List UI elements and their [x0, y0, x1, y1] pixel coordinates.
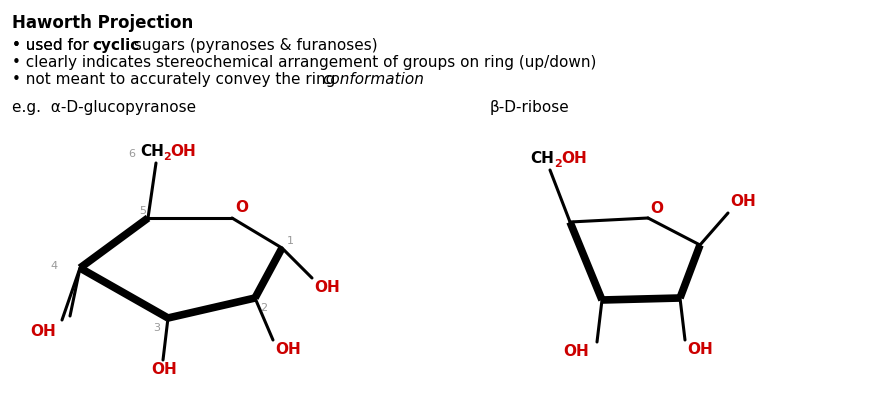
Text: O: O	[649, 201, 662, 216]
Text: OH: OH	[729, 194, 755, 209]
Text: e.g.  α-D-glucopyranose: e.g. α-D-glucopyranose	[12, 100, 196, 115]
Text: CH: CH	[529, 151, 554, 166]
Text: OH: OH	[314, 280, 340, 295]
Text: OH: OH	[30, 324, 56, 339]
Text: 2: 2	[260, 303, 267, 313]
Text: OH: OH	[151, 362, 176, 377]
Text: 2: 2	[554, 159, 561, 169]
Text: 2: 2	[163, 152, 170, 162]
Text: • used for: • used for	[12, 38, 93, 53]
Text: CH: CH	[140, 144, 163, 159]
Text: O: O	[235, 200, 248, 215]
Text: β-D-ribose: β-D-ribose	[489, 100, 569, 115]
Text: 6: 6	[128, 149, 135, 159]
Text: sugars (pyranoses & furanoses): sugars (pyranoses & furanoses)	[129, 38, 377, 53]
Text: 5: 5	[139, 206, 146, 216]
Text: 1: 1	[287, 236, 294, 246]
Text: • not meant to accurately convey the ring: • not meant to accurately convey the rin…	[12, 72, 340, 87]
Text: OH: OH	[275, 342, 301, 357]
Text: 4: 4	[50, 261, 58, 271]
Text: OH: OH	[687, 342, 712, 357]
Text: • clearly indicates stereochemical arrangement of groups on ring (up/down): • clearly indicates stereochemical arran…	[12, 55, 595, 70]
Text: 3: 3	[153, 323, 160, 333]
Text: OH: OH	[562, 344, 588, 359]
Text: Haworth Projection: Haworth Projection	[12, 14, 193, 32]
Text: OH: OH	[169, 144, 196, 159]
Text: cyclic: cyclic	[92, 38, 139, 53]
Text: conformation: conformation	[322, 72, 423, 87]
Text: • used for: • used for	[12, 38, 93, 53]
Text: OH: OH	[561, 151, 586, 166]
